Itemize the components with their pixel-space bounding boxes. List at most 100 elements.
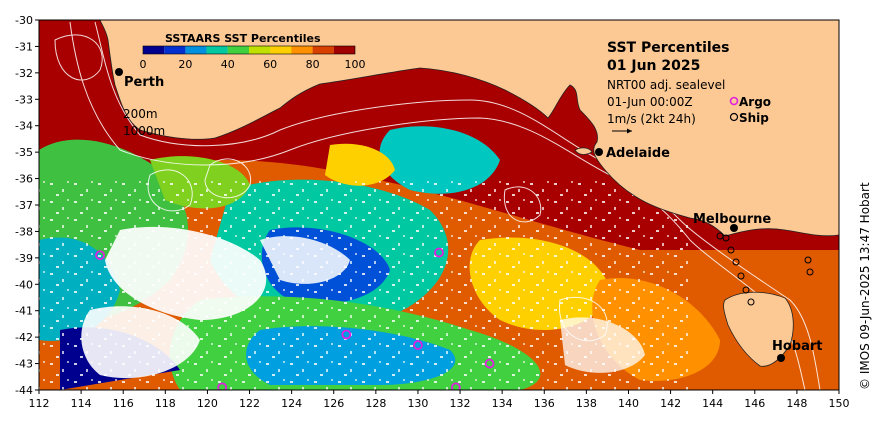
bathymetry-contours: [54, 21, 821, 390]
y-axis-latitude: -30 -31 -32 -33 -34 -35 -36 -37 -38 -39 -40 -41 -42 -…: [15, 14, 39, 397]
y-tick-label: -33: [15, 93, 33, 106]
colorbar-tick-label: 80: [306, 58, 320, 71]
ship-marker: [727, 246, 735, 254]
ship-legend-icon: [729, 112, 739, 122]
city-markers: [115, 68, 785, 362]
info-title: SST Percentiles: [607, 40, 730, 56]
colorbar-swatch: [164, 46, 186, 54]
x-tick-label: 150: [829, 397, 850, 410]
eddy-contour-3: [503, 186, 542, 223]
x-tick-label: 142: [660, 397, 681, 410]
y-tick-label: -30: [15, 14, 33, 27]
colorbar-swatch: [143, 46, 165, 54]
argo-float-marker: [450, 382, 461, 390]
colorbar-swatch: [291, 46, 313, 54]
colorbar-swatch: [270, 46, 292, 54]
info-date: 01 Jun 2025: [607, 58, 700, 74]
x-tick-label: 138: [576, 397, 597, 410]
ship-marker: [732, 258, 740, 266]
argo-float-marker: [413, 340, 423, 350]
contour-200m: [94, 21, 821, 390]
yellow-patch-bight: [325, 143, 395, 186]
y-tick-label: -31: [15, 40, 33, 53]
ship-marker: [737, 272, 745, 280]
y-tick-label: -35: [15, 146, 33, 159]
x-tick-label: 116: [113, 397, 134, 410]
map-panel: Perth Adelaide Melbourne Hobart 200m 100…: [39, 20, 839, 390]
x-tick-label: 120: [197, 397, 218, 410]
colorbar-swatch: [206, 46, 228, 54]
argo-float-marker: [217, 382, 228, 390]
ship-track: [716, 232, 814, 306]
x-tick-label: 132: [450, 397, 471, 410]
x-tick-label: 128: [365, 397, 386, 410]
tasmania: [723, 291, 794, 367]
x-axis-longitude: 112 114 116 118 120 122 124 126 128 130 132 134 136 1…: [29, 390, 850, 410]
colorbar-outline: [142, 45, 356, 55]
x-tick-label: 114: [71, 397, 92, 410]
city-label-adelaide: Adelaide: [606, 146, 670, 161]
colorbar-tick-labels: 0 20 40 60 80 100: [140, 58, 366, 71]
info-time: 01-Jun 00:00Z: [607, 95, 693, 109]
australia-mainland: [99, 20, 839, 237]
data-gaps-speckle: [39, 180, 689, 390]
colorbar-title: SSTAARS SST Percentiles: [165, 32, 321, 45]
x-tick-label: 148: [786, 397, 807, 410]
eddy-contour-2: [147, 169, 193, 212]
perth-dot: [115, 68, 123, 76]
eddy-contour-1: [204, 158, 252, 199]
info-vector-scale: 1m/s (2kt 24h): [607, 112, 696, 126]
kangaroo-island: [574, 147, 593, 155]
y-tick-label: -34: [15, 120, 33, 133]
y-tick-label: -40: [15, 278, 33, 291]
argo-float-markers: [95, 247, 495, 390]
credit-text: © IMOS 09-Jun-2025 13:47 Hobart: [858, 182, 872, 390]
colorbar-swatch: [333, 46, 355, 54]
x-tick-label: 144: [702, 397, 723, 410]
x-tick-label: 136: [534, 397, 555, 410]
colorbar-tick-label: 60: [263, 58, 277, 71]
y-tick-label: -36: [15, 173, 33, 186]
adelaide-dot: [595, 148, 603, 156]
x-tick-label: 124: [281, 397, 302, 410]
colorbar-swatch: [185, 46, 207, 54]
eddy-contour-5: [559, 296, 608, 342]
ship-marker: [804, 256, 812, 264]
city-label-perth: Perth: [124, 75, 164, 90]
y-tick-label: -44: [15, 384, 33, 397]
info-block: SST Percentiles 01 Jun 2025 NRT00 adj. s…: [607, 40, 771, 134]
land-mass: [99, 20, 839, 367]
x-tick-label: 130: [407, 397, 428, 410]
colorbar: SSTAARS SST Percentiles 0 20 40 60 80 100: [140, 32, 366, 71]
colorbar-swatches: [142, 45, 356, 55]
argo-float-marker: [95, 250, 105, 261]
y-tick-label: -37: [15, 199, 33, 212]
colorbar-tick-label: 0: [140, 58, 147, 71]
city-label-hobart: Hobart: [772, 339, 823, 354]
ship-marker: [716, 232, 724, 240]
depth-label-200m: 200m: [123, 107, 158, 121]
eddy-contour-4: [54, 34, 103, 81]
argo-float-marker: [341, 329, 352, 340]
melbourne-dot: [730, 224, 738, 232]
y-tick-label: -32: [15, 67, 33, 80]
argo-float-marker: [484, 358, 495, 369]
colorbar-swatch: [227, 46, 249, 54]
colorbar-tick-label: 40: [221, 58, 235, 71]
cyan-patch-bight: [379, 126, 500, 194]
y-tick-label: -39: [15, 252, 33, 265]
x-tick-label: 146: [744, 397, 765, 410]
argo-legend-label: Argo: [739, 95, 771, 109]
ship-marker: [806, 268, 814, 276]
x-tick-label: 140: [618, 397, 639, 410]
hobart-dot: [777, 354, 785, 362]
scale-arrow-head: [627, 128, 632, 134]
x-tick-label: 118: [155, 397, 176, 410]
info-model: NRT00 adj. sealevel: [607, 78, 725, 92]
x-tick-label: 126: [323, 397, 344, 410]
argo-legend-icon: [729, 96, 739, 106]
colorbar-swatch: [249, 46, 271, 54]
sst-field: [39, 126, 839, 390]
x-tick-label: 134: [492, 397, 513, 410]
